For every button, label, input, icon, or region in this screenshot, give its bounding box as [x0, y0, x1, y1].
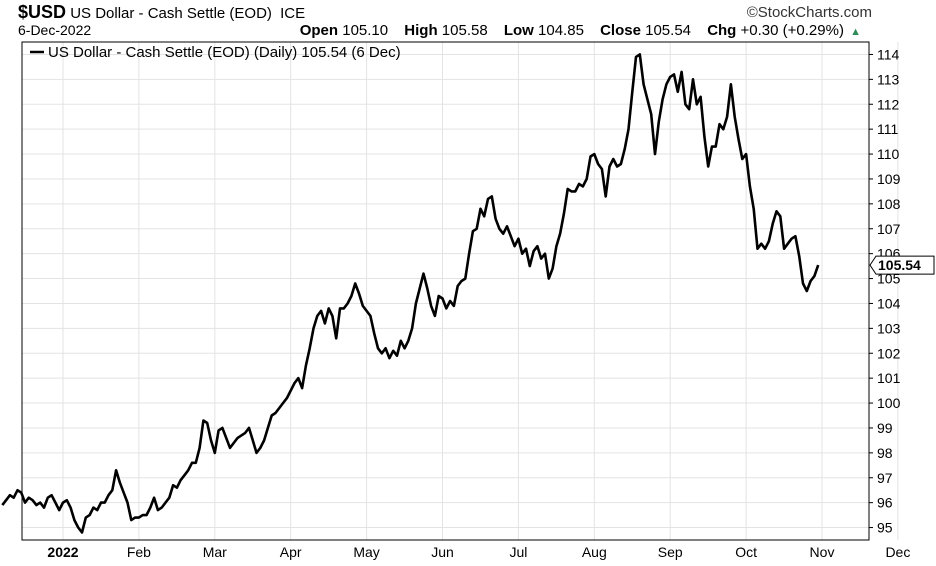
- legend: US Dollar - Cash Settle (EOD) (Daily) 10…: [30, 44, 401, 61]
- chart-date-row: 6-Dec-2022: [18, 22, 91, 39]
- brand-watermark[interactable]: ©StockCharts.com: [746, 4, 872, 21]
- high-value: 105.58: [441, 22, 488, 39]
- x-axis: 2022 Feb Mar Apr May Jun Jul Aug Sep Oct Nov Dec: [47, 544, 910, 560]
- x-tick-label: 2022: [47, 544, 78, 560]
- y-tick-label: 102: [877, 345, 901, 361]
- last-value-text: 105.54: [878, 257, 921, 273]
- y-tick-label: 110: [877, 146, 900, 162]
- open-label: Open: [299, 22, 339, 39]
- x-tick-label: Feb: [127, 544, 151, 560]
- x-tick-label: Nov: [810, 544, 835, 560]
- y-tick-label: 109: [877, 171, 901, 187]
- x-tick-label: Jun: [431, 544, 454, 560]
- y-tick-label: 112: [877, 96, 900, 112]
- y-tick-label: 100: [877, 395, 901, 411]
- chart-title: $USD US Dollar - Cash Settle (EOD) ICE: [18, 2, 305, 23]
- price-series-line[interactable]: [1, 53, 820, 534]
- x-tick-label: Apr: [280, 544, 302, 560]
- y-tick-label: 97: [877, 470, 893, 486]
- low-label: Low: [503, 22, 534, 39]
- y-tick-label: 104: [877, 295, 901, 311]
- open-value: 105.10: [342, 22, 389, 39]
- y-tick-label: 101: [877, 370, 901, 386]
- up-arrow-icon: ▲: [850, 26, 861, 38]
- y-tick-label: 95: [877, 520, 893, 536]
- last-value-callout: 105.54: [869, 255, 935, 275]
- y-tick-label: 114: [877, 46, 900, 62]
- low-value: 104.85: [538, 22, 584, 39]
- close-label: Close: [600, 22, 641, 39]
- chg-value: +0.30 (+0.29%): [740, 22, 844, 39]
- x-tick-label: Jul: [509, 544, 527, 560]
- last-value-marker: [869, 255, 935, 275]
- y-tick-label: 113: [877, 71, 900, 87]
- x-tick-label: Oct: [735, 544, 757, 560]
- ticker-symbol: $USD: [18, 2, 67, 22]
- legend-label: US Dollar - Cash Settle (EOD) (Daily) 10…: [48, 44, 401, 61]
- exchange-name: ICE: [280, 5, 306, 22]
- x-tick-label: Dec: [885, 544, 910, 560]
- y-tick-label: 111: [877, 121, 898, 137]
- x-tick-label: Aug: [582, 544, 607, 560]
- y-tick-label: 107: [877, 221, 901, 237]
- y-tick-label: 96: [877, 495, 893, 511]
- y-tick-label: 108: [877, 196, 901, 212]
- chart-date: 6-Dec-2022: [18, 22, 92, 38]
- chg-label: Chg: [707, 22, 737, 39]
- x-tick-label: Mar: [203, 544, 227, 560]
- close-value: 105.54: [645, 22, 692, 39]
- plot-frame: [21, 41, 870, 541]
- ohlc-summary: Open 105.10 High 105.58 Low 104.85 Close…: [300, 22, 861, 39]
- high-label: High: [404, 22, 438, 39]
- y-tick-label: 99: [877, 420, 893, 436]
- y-axis: 9596979899100101102103104105106107108109…: [869, 46, 901, 536]
- y-tick-label: 98: [877, 445, 893, 461]
- y-tick-label: 103: [877, 320, 901, 336]
- x-tick-label: May: [353, 544, 379, 560]
- instrument-name: US Dollar - Cash Settle (EOD): [70, 5, 272, 22]
- x-tick-label: Sep: [658, 544, 683, 560]
- grid-lines: [22, 42, 899, 540]
